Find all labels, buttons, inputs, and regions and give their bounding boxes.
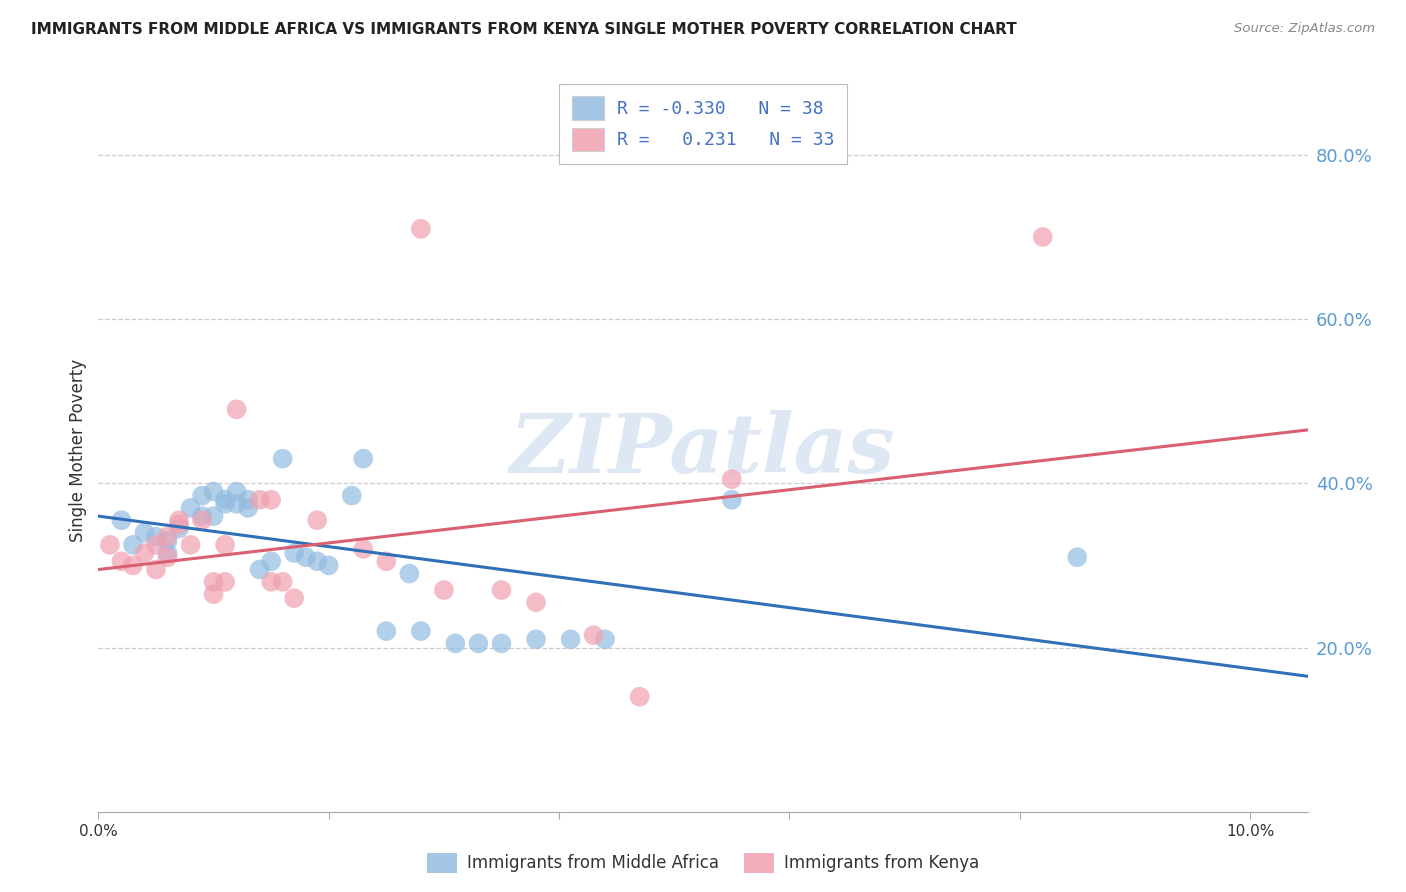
Point bbox=[156, 530, 179, 544]
Point bbox=[156, 533, 179, 548]
Point bbox=[156, 546, 179, 560]
Point bbox=[260, 492, 283, 507]
Point bbox=[191, 509, 214, 524]
Point bbox=[260, 554, 283, 568]
Point bbox=[294, 550, 316, 565]
Text: IMMIGRANTS FROM MIDDLE AFRICA VS IMMIGRANTS FROM KENYA SINGLE MOTHER POVERTY COR: IMMIGRANTS FROM MIDDLE AFRICA VS IMMIGRA… bbox=[31, 22, 1017, 37]
Point bbox=[271, 451, 294, 466]
Point bbox=[433, 582, 456, 597]
Point bbox=[214, 497, 236, 511]
Point bbox=[398, 566, 420, 581]
Point bbox=[582, 628, 605, 642]
Point bbox=[720, 472, 742, 486]
Point bbox=[236, 492, 259, 507]
Text: Source: ZipAtlas.com: Source: ZipAtlas.com bbox=[1234, 22, 1375, 36]
Point bbox=[202, 509, 225, 524]
Point bbox=[214, 492, 236, 507]
Text: ZIPatlas: ZIPatlas bbox=[510, 410, 896, 491]
Point bbox=[145, 562, 167, 576]
Point bbox=[720, 492, 742, 507]
Point bbox=[249, 562, 271, 576]
Point bbox=[560, 632, 582, 647]
Point bbox=[340, 489, 363, 503]
Legend: R = -0.330   N = 38, R =   0.231   N = 33: R = -0.330 N = 38, R = 0.231 N = 33 bbox=[560, 84, 846, 163]
Point bbox=[202, 484, 225, 499]
Point bbox=[352, 451, 374, 466]
Point bbox=[1032, 230, 1054, 244]
Point bbox=[271, 574, 294, 589]
Point bbox=[98, 538, 121, 552]
Point bbox=[375, 554, 398, 568]
Point bbox=[191, 489, 214, 503]
Point bbox=[225, 402, 247, 417]
Point bbox=[318, 558, 340, 573]
Point bbox=[260, 574, 283, 589]
Point bbox=[225, 484, 247, 499]
Point bbox=[236, 500, 259, 515]
Point bbox=[167, 521, 190, 535]
Point bbox=[491, 636, 513, 650]
Point bbox=[524, 595, 547, 609]
Point bbox=[593, 632, 616, 647]
Point bbox=[191, 513, 214, 527]
Point bbox=[307, 513, 329, 527]
Point bbox=[134, 546, 156, 560]
Point bbox=[409, 624, 432, 639]
Point bbox=[307, 554, 329, 568]
Point bbox=[1066, 550, 1088, 565]
Point bbox=[283, 546, 305, 560]
Point bbox=[491, 582, 513, 597]
Point bbox=[202, 587, 225, 601]
Point bbox=[375, 624, 398, 639]
Point bbox=[145, 530, 167, 544]
Point bbox=[524, 632, 547, 647]
Point bbox=[444, 636, 467, 650]
Point bbox=[110, 513, 132, 527]
Legend: Immigrants from Middle Africa, Immigrants from Kenya: Immigrants from Middle Africa, Immigrant… bbox=[420, 847, 986, 880]
Point bbox=[180, 538, 202, 552]
Point bbox=[180, 500, 202, 515]
Point bbox=[352, 541, 374, 556]
Point bbox=[214, 574, 236, 589]
Point bbox=[409, 221, 432, 235]
Point bbox=[202, 574, 225, 589]
Point bbox=[110, 554, 132, 568]
Point bbox=[167, 517, 190, 532]
Point bbox=[145, 538, 167, 552]
Point bbox=[122, 558, 145, 573]
Point bbox=[283, 591, 305, 606]
Point bbox=[122, 538, 145, 552]
Point bbox=[249, 492, 271, 507]
Point bbox=[134, 525, 156, 540]
Point bbox=[225, 497, 247, 511]
Y-axis label: Single Mother Poverty: Single Mother Poverty bbox=[69, 359, 87, 542]
Point bbox=[167, 513, 190, 527]
Point bbox=[467, 636, 489, 650]
Point bbox=[628, 690, 651, 704]
Point bbox=[214, 538, 236, 552]
Point bbox=[156, 550, 179, 565]
